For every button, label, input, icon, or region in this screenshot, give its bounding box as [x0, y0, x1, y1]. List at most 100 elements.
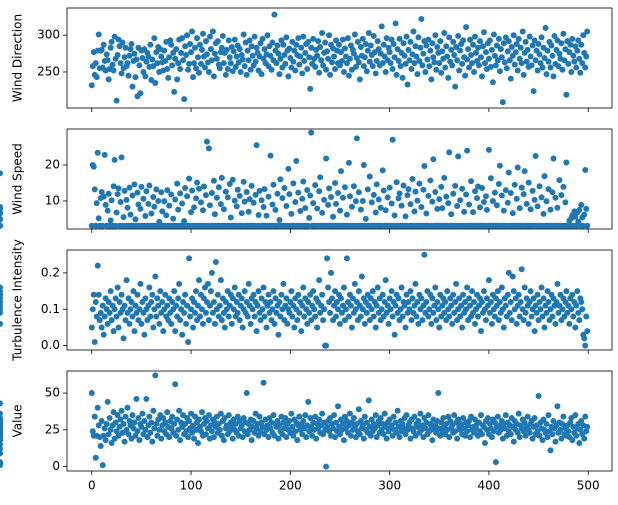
scatter-point — [230, 306, 237, 313]
scatter-point — [357, 43, 364, 50]
scatter-point — [350, 415, 357, 422]
scatter-point — [141, 418, 148, 424]
scatter-point — [484, 415, 491, 422]
scatter-point — [417, 410, 424, 417]
scatter-point — [377, 204, 384, 211]
scatter-point — [538, 284, 545, 291]
scatter-point — [181, 309, 188, 316]
scatter-point — [392, 419, 399, 426]
scatter-point — [120, 214, 127, 221]
scatter-point — [194, 179, 201, 186]
scatter-point — [168, 41, 175, 48]
scatter-point — [544, 47, 551, 54]
scatter-point — [425, 412, 432, 419]
scatter-point — [132, 216, 139, 223]
scatter-point — [529, 42, 536, 49]
scatter-point — [307, 85, 314, 92]
scatter-point — [169, 299, 176, 305]
scatter-point — [467, 434, 474, 441]
scatter-point — [88, 324, 95, 331]
scatter-point — [436, 324, 443, 331]
scatter-point — [180, 299, 187, 305]
scatter-point — [379, 291, 386, 298]
scatter-point — [382, 277, 389, 284]
scatter-point — [265, 291, 272, 298]
y-axis-label: Value — [11, 405, 25, 438]
scatter-point — [400, 182, 407, 189]
scatter-point — [577, 69, 584, 76]
scatter-point — [107, 44, 114, 51]
scatter-point — [166, 434, 173, 441]
scatter-point — [104, 398, 111, 405]
scatter-point — [175, 295, 182, 302]
scatter-point — [294, 437, 301, 444]
scatter-point — [0, 410, 3, 417]
scatter-point — [361, 413, 368, 420]
scatter-point — [435, 390, 442, 397]
scatter-point — [310, 288, 317, 295]
scatter-point — [239, 56, 246, 63]
scatter-point — [183, 320, 190, 327]
scatter-point — [189, 187, 196, 194]
scatter-point — [193, 195, 200, 202]
scatter-point — [366, 317, 373, 324]
scatter-point — [490, 428, 497, 435]
scatter-point — [330, 213, 337, 220]
scatter-point — [478, 184, 485, 191]
scatter-point — [443, 43, 450, 50]
scatter-point — [178, 49, 185, 56]
scatter-point — [413, 313, 420, 320]
scatter-point — [491, 189, 498, 196]
scatter-point — [364, 186, 371, 193]
scatter-point — [532, 152, 539, 159]
scatter-point — [521, 168, 528, 175]
scatter-point — [327, 309, 334, 316]
scatter-point — [154, 295, 161, 302]
scatter-point — [476, 62, 483, 69]
scatter-point — [163, 212, 170, 219]
scatter-point — [253, 328, 260, 335]
scatter-point — [104, 207, 111, 214]
scatter-point — [436, 60, 443, 67]
scatter-point — [261, 186, 268, 193]
scatter-point — [307, 192, 314, 199]
scatter-point — [171, 88, 178, 95]
scatter-point — [380, 431, 387, 438]
scatter-point — [208, 190, 215, 197]
scatter-point — [427, 47, 434, 54]
scatter-point — [444, 53, 451, 60]
scatter-point — [185, 339, 192, 345]
scatter-point — [240, 31, 247, 38]
scatter-point — [208, 269, 215, 276]
scatter-point — [335, 306, 342, 313]
scatter-point — [139, 410, 146, 417]
scatter-point — [541, 324, 548, 331]
scatter-point — [121, 438, 128, 445]
scatter-point — [150, 193, 157, 200]
scatter-point — [191, 60, 198, 67]
scatter-point — [486, 37, 493, 44]
scatter-point — [186, 60, 193, 67]
scatter-point — [403, 291, 410, 298]
scatter-point — [225, 37, 232, 44]
scatter-point — [398, 284, 405, 291]
scatter-point — [229, 68, 236, 75]
scatter-point — [319, 209, 326, 216]
scatter-point — [482, 317, 489, 324]
scatter-point — [549, 431, 556, 438]
scatter-point — [0, 216, 3, 223]
scatter-point — [110, 183, 117, 190]
scatter-point — [419, 62, 426, 69]
scatter-point — [226, 302, 233, 309]
scatter-point — [506, 57, 513, 64]
scatter-point — [566, 320, 573, 327]
scatter-point — [356, 431, 363, 438]
scatter-point — [379, 167, 386, 174]
scatter-point — [325, 284, 332, 291]
scatter-point — [147, 41, 154, 48]
scatter-point — [253, 44, 260, 51]
scatter-point — [582, 64, 589, 71]
scatter-point — [202, 38, 209, 45]
scatter-point — [200, 183, 207, 190]
scatter-point — [142, 213, 149, 220]
